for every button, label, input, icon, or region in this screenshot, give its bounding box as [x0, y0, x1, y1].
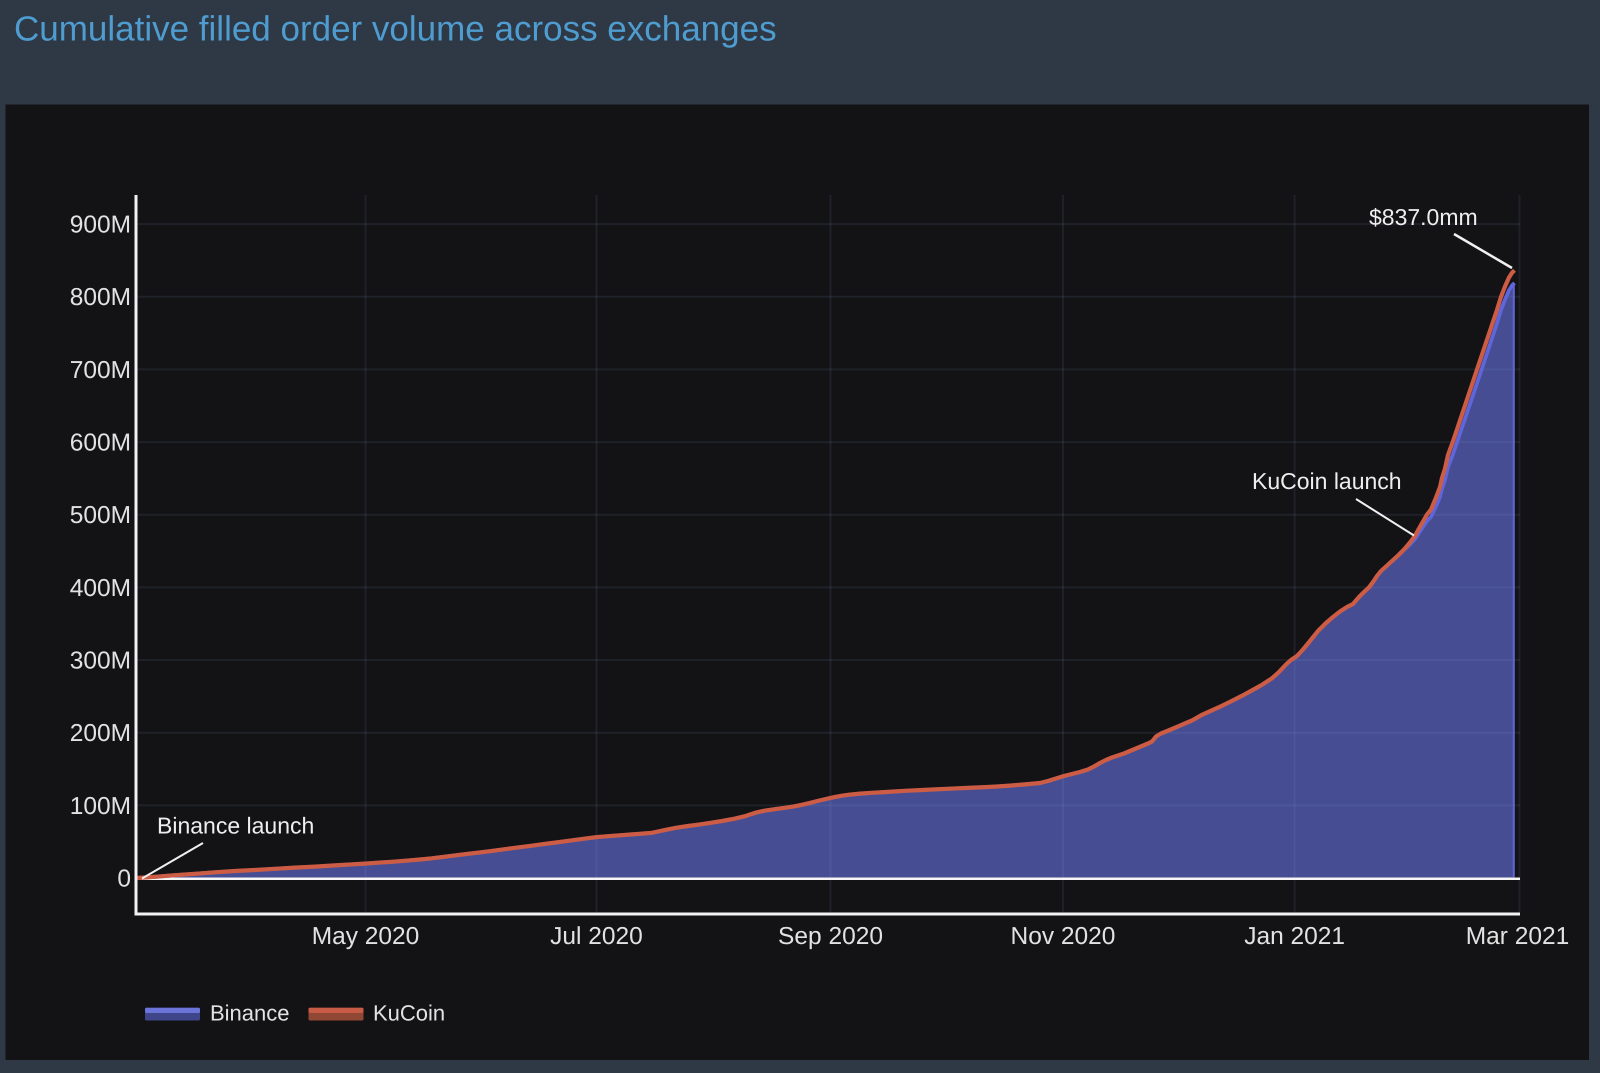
svg-text:0: 0 [117, 865, 131, 892]
svg-text:600M: 600M [70, 430, 131, 457]
svg-text:KuCoin: KuCoin [373, 1000, 445, 1025]
svg-text:500M: 500M [70, 502, 131, 529]
svg-text:Binance: Binance [210, 1000, 290, 1025]
svg-text:Cumulative filled order volume: Cumulative filled order volume across ex… [14, 10, 777, 49]
svg-text:700M: 700M [70, 357, 131, 384]
svg-text:300M: 300M [70, 647, 131, 674]
svg-text:100M: 100M [70, 793, 131, 820]
svg-text:200M: 200M [70, 720, 131, 747]
svg-text:800M: 800M [70, 284, 131, 311]
svg-text:Nov 2020: Nov 2020 [1011, 923, 1116, 950]
svg-text:Mar 2021: Mar 2021 [1466, 923, 1570, 950]
svg-text:Sep 2020: Sep 2020 [778, 923, 883, 950]
svg-text:Jul 2020: Jul 2020 [550, 923, 643, 950]
svg-text:900M: 900M [70, 212, 131, 239]
svg-text:Jan 2021: Jan 2021 [1244, 923, 1345, 950]
svg-text:400M: 400M [70, 575, 131, 602]
svg-text:Binance launch: Binance launch [157, 813, 314, 839]
svg-text:May 2020: May 2020 [312, 923, 420, 950]
svg-text:KuCoin launch: KuCoin launch [1252, 468, 1402, 494]
svg-text:$837.0mm: $837.0mm [1369, 204, 1478, 230]
